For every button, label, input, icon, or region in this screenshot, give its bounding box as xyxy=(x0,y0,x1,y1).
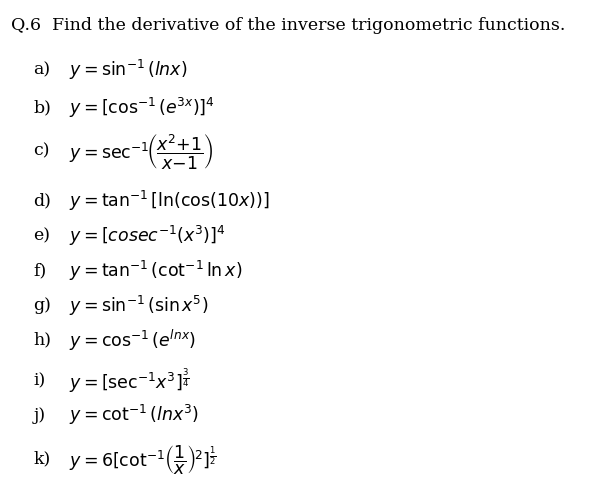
Text: c): c) xyxy=(33,143,50,160)
Text: Q.6  Find the derivative of the inverse trigonometric functions.: Q.6 Find the derivative of the inverse t… xyxy=(11,17,565,34)
Text: b): b) xyxy=(33,99,51,117)
Text: e): e) xyxy=(33,228,50,245)
Text: a): a) xyxy=(33,61,50,78)
Text: g): g) xyxy=(33,297,51,314)
Text: f): f) xyxy=(33,262,47,279)
Text: i): i) xyxy=(33,372,45,389)
Text: $y = \sin^{-1}(\mathit{ln}x)$: $y = \sin^{-1}(\mathit{ln}x)$ xyxy=(69,58,188,82)
Text: j): j) xyxy=(33,407,45,424)
Text: $y = \tan^{-1}(\cot^{-1} \mathrm{ln}\, x)$: $y = \tan^{-1}(\cot^{-1} \mathrm{ln}\, x… xyxy=(69,259,243,283)
Text: $y = [\mathit{cosec}^{-1}(x^3)]^4$: $y = [\mathit{cosec}^{-1}(x^3)]^4$ xyxy=(69,224,226,248)
Text: k): k) xyxy=(33,451,51,468)
Text: $y = 6[\cot^{-1}\!\left(\dfrac{1}{x}\right)^{\!2}]^{\frac{1}{2}}$: $y = 6[\cot^{-1}\!\left(\dfrac{1}{x}\rig… xyxy=(69,443,217,476)
Text: $y = \sin^{-1}(\sin x^5)$: $y = \sin^{-1}(\sin x^5)$ xyxy=(69,294,209,318)
Text: $y = \tan^{-1}[\mathrm{ln}(\cos(10x))]$: $y = \tan^{-1}[\mathrm{ln}(\cos(10x))]$ xyxy=(69,189,270,213)
Text: $y = [\cos^{-1}(e^{3x})]^4$: $y = [\cos^{-1}(e^{3x})]^4$ xyxy=(69,96,216,120)
Text: $y = \cos^{-1}(e^{\mathit{ln}x})$: $y = \cos^{-1}(e^{\mathit{ln}x})$ xyxy=(69,328,196,353)
Text: $y = [\mathrm{sec}^{-1} x^3]^{\frac{3}{4}}$: $y = [\mathrm{sec}^{-1} x^3]^{\frac{3}{4… xyxy=(69,367,190,395)
Text: h): h) xyxy=(33,332,51,349)
Text: d): d) xyxy=(33,192,51,209)
Text: $y = \cot^{-1}(\mathit{ln}x^3)$: $y = \cot^{-1}(\mathit{ln}x^3)$ xyxy=(69,403,199,427)
Text: $y = \mathrm{sec}^{-1}\!\left(\dfrac{x^2{+}1}{x{-}1}\right)$: $y = \mathrm{sec}^{-1}\!\left(\dfrac{x^2… xyxy=(69,132,214,171)
